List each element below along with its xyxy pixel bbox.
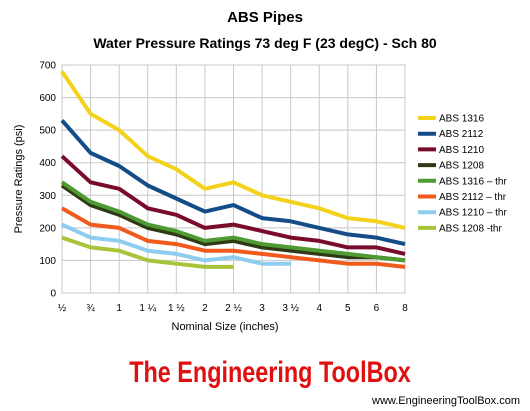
x-tick-label: 8 — [402, 303, 408, 314]
x-axis-ticks: ½ ¾ 1 1 ¼ 1 ½ 2 2 ½ 3 3 ½ 4 5 6 8 — [58, 302, 408, 314]
y-tick-label: 200 — [39, 223, 56, 234]
x-axis-label: Nominal Size (inches) — [172, 321, 279, 333]
series-lines — [60, 70, 406, 269]
chart-title: ABS Pipes — [227, 9, 303, 26]
brand-url: www.EngineeringToolBox.com — [371, 395, 520, 407]
y-tick-label: 700 — [39, 61, 56, 72]
x-tick-label: 1 ¼ — [139, 302, 156, 314]
x-tick-label: 6 — [374, 303, 380, 314]
legend-label: ABS 1210 – thr — [439, 208, 507, 219]
x-tick-label: 3 — [259, 303, 265, 314]
x-tick-label: 2 — [202, 303, 208, 314]
y-tick-label: 500 — [39, 126, 56, 137]
x-tick-label: 4 — [316, 303, 322, 314]
legend-label: ABS 2112 – thr — [439, 192, 507, 203]
x-tick-label: ¾ — [86, 303, 95, 314]
series-line-2 — [60, 119, 406, 247]
x-tick-label: 1 — [116, 303, 122, 314]
legend-label: ABS 1210 — [439, 145, 484, 156]
y-tick-label: 0 — [50, 289, 56, 300]
y-axis-ticks: 0 100 200 300 400 500 600 700 — [39, 61, 56, 300]
series-line-1 — [60, 70, 406, 230]
chart-subtitle: Water Pressure Ratings 73 deg F (23 degC… — [93, 35, 437, 51]
y-tick-label: 100 — [39, 256, 56, 267]
legend-label: ABS 1208 -thr — [439, 223, 502, 234]
brand-logo-text: The Engineering ToolBox — [129, 355, 411, 388]
legend-label: ABS 2112 — [439, 129, 484, 140]
series-line-7 — [61, 222, 291, 266]
y-tick-label: 300 — [39, 191, 56, 202]
x-tick-label: 5 — [345, 303, 351, 314]
series-line-4 — [60, 183, 406, 263]
y-axis-label: Pressure Ratings (psi) — [13, 125, 25, 234]
series-line-5 — [60, 180, 406, 263]
y-tick-label: 400 — [39, 158, 56, 169]
x-tick-label: ½ — [58, 303, 67, 314]
x-tick-label: 2 ½ — [225, 303, 242, 314]
x-tick-label: 1 ½ — [168, 303, 185, 314]
series-line-8 — [61, 235, 234, 269]
legend-label: ABS 1316 – thr — [439, 176, 507, 187]
y-tick-label: 600 — [39, 93, 56, 104]
x-tick-label: 3 ½ — [282, 303, 299, 314]
legend: ABS 1316 ABS 2112 ABS 1210 ABS 1208 ABS 1316… — [418, 114, 507, 234]
legend-label: ABS 1208 — [439, 161, 484, 172]
series-line-3 — [60, 154, 406, 256]
series-line-6 — [61, 206, 406, 269]
gridlines — [61, 64, 406, 294]
legend-label: ABS 1316 — [439, 114, 484, 125]
